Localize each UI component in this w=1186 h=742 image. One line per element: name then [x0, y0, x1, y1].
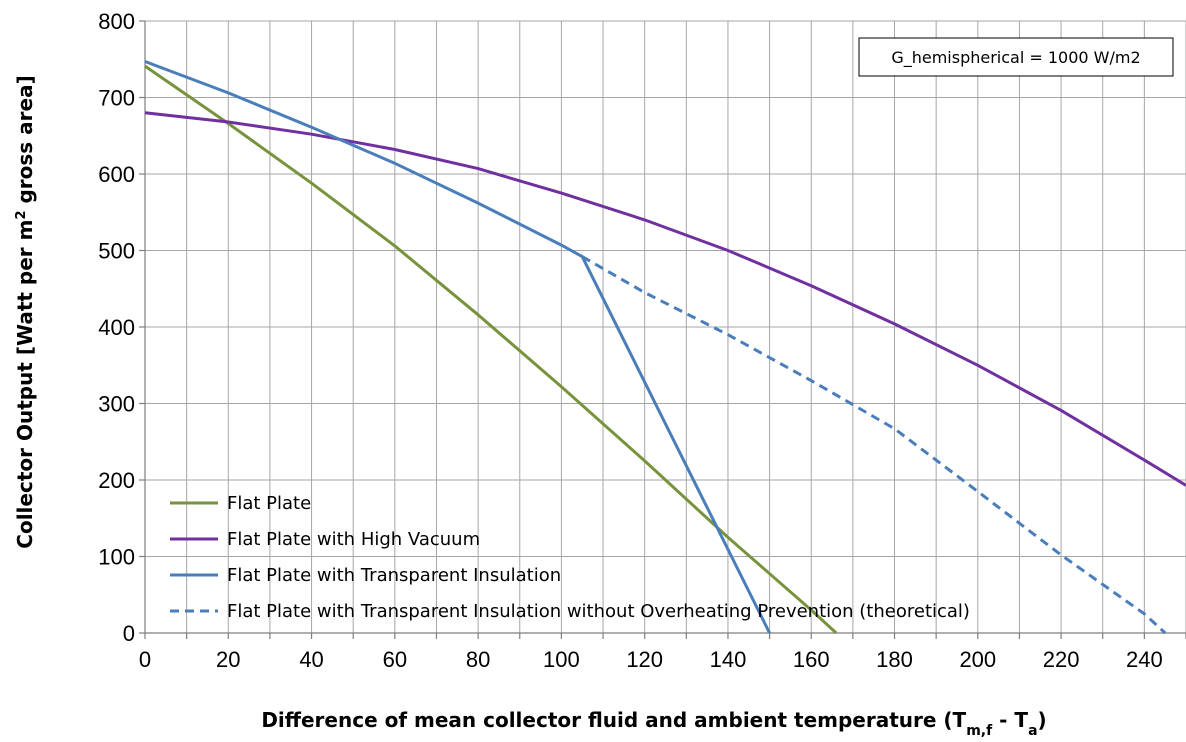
x-tick-label: 140	[710, 647, 747, 672]
annotation-box-frame	[858, 37, 1174, 77]
series-line-1	[144, 64, 838, 635]
y-tick-label: 800	[98, 9, 135, 34]
y-tick-label: 400	[98, 315, 135, 340]
y-tick-label: 0	[123, 621, 135, 646]
x-axis-title-end: )	[1038, 708, 1047, 732]
legend-label-3: Flat Plate with Transparent Insulation	[227, 565, 561, 586]
series-line-2	[144, 111, 1186, 487]
x-tick-label: 40	[299, 647, 323, 672]
y-axis-title-end: gross area]	[13, 75, 37, 210]
y-tick-label: 500	[98, 239, 135, 264]
y-axis-title-main: Collector Output [Watt per m	[13, 220, 37, 549]
x-tick-label: 180	[876, 647, 913, 672]
x-tick-label: 220	[1043, 647, 1080, 672]
y-tick-label: 200	[98, 468, 135, 493]
x-axis-title-sub2: a	[1028, 723, 1037, 739]
y-axis-title-sup: 2	[14, 211, 29, 220]
x-tick-labels: 0 20 40 60 80 100 120 140 160 180 200 220 240	[139, 647, 1163, 672]
annotation-box: G_hemispherical = 1000 W/m2	[858, 37, 1174, 77]
series-lines	[144, 60, 1186, 635]
legend-label-4: Flat Plate with Transparent Insulation w…	[227, 601, 970, 622]
x-tick-label: 80	[466, 647, 490, 672]
y-axis-title: Collector Output [Watt per m2 gross area…	[13, 75, 37, 548]
x-tick-label: 100	[543, 647, 580, 672]
series-line-4	[581, 255, 1167, 635]
x-tick-label: 160	[793, 647, 830, 672]
y-tick-label: 600	[98, 162, 135, 187]
y-tick-label: 700	[98, 86, 135, 111]
y-tick-label: 100	[98, 545, 135, 570]
legend-label-1: Flat Plate	[227, 493, 311, 514]
x-tick-label: 120	[626, 647, 663, 672]
x-axis-title-sub1: m,f	[966, 723, 993, 739]
legend-label-2: Flat Plate with High Vacuum	[227, 529, 480, 550]
x-tick-label: 200	[959, 647, 996, 672]
grid	[145, 20, 1186, 633]
x-axis-title-mid: - T	[992, 708, 1028, 732]
series-line-3	[144, 60, 771, 634]
x-axis-title-main: Difference of mean collector fluid and a…	[261, 708, 966, 732]
legend: Flat Plate Flat Plate with High Vacuum Fla…	[170, 493, 970, 622]
axes	[139, 20, 1186, 639]
annotation-text: G_hemispherical = 1000 W/m2	[891, 48, 1140, 68]
y-tick-labels: 0 100 200 300 400 500 600 700 800	[98, 9, 135, 646]
x-tick-label: 0	[139, 647, 151, 672]
x-axis-title: Difference of mean collector fluid and a…	[261, 708, 1046, 739]
x-tick-label: 20	[216, 647, 240, 672]
x-tick-label: 240	[1126, 647, 1163, 672]
x-tick-label: 60	[383, 647, 407, 672]
y-tick-label: 300	[98, 392, 135, 417]
